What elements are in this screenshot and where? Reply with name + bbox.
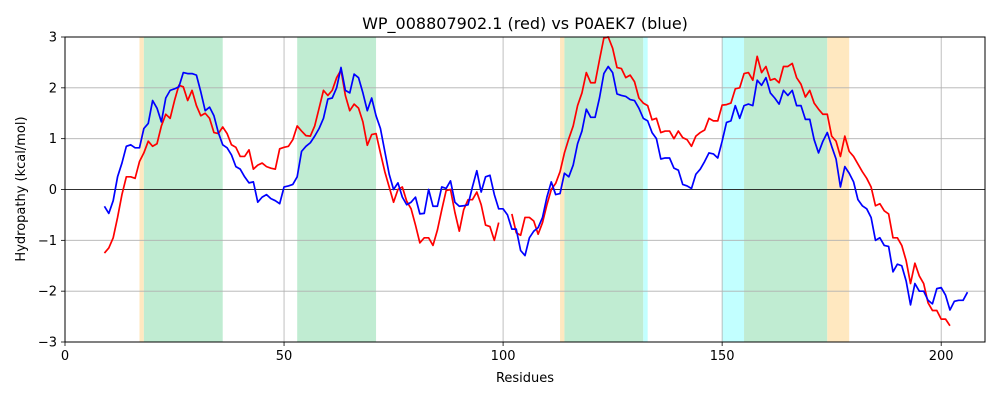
x-axis-ticks: 0 50 100 150 200 <box>61 342 954 364</box>
y-tick-label-1: −2 <box>38 285 57 300</box>
series-0-line-0 <box>103 69 500 254</box>
series-1-line-0 <box>103 65 969 311</box>
x-tick-label-4: 200 <box>929 349 954 364</box>
y-tick-label-2: −1 <box>38 234 57 249</box>
x-axis-label: Residues <box>496 371 554 386</box>
x-tick-label-0: 0 <box>61 349 69 364</box>
x-tick-label-2: 100 <box>491 349 516 364</box>
y-tick-label-6: 3 <box>49 31 57 46</box>
y-tick-label-4: 1 <box>49 132 57 147</box>
x-tick-label-3: 150 <box>710 349 735 364</box>
x-tick-label-1: 50 <box>276 349 293 364</box>
chart-title: WP_008807902.1 (red) vs P0AEK7 (blue) <box>362 14 688 34</box>
series-0-line-1 <box>511 36 951 327</box>
y-tick-label-3: 0 <box>49 183 57 198</box>
y-axis-ticks: −3 −2 −1 0 1 2 3 <box>38 31 65 351</box>
y-axis-label: Hydropathy (kcal/mol) <box>14 116 29 261</box>
y-tick-label-0: −3 <box>38 336 57 351</box>
series-lines <box>103 36 969 327</box>
y-tick-label-5: 2 <box>49 81 57 96</box>
